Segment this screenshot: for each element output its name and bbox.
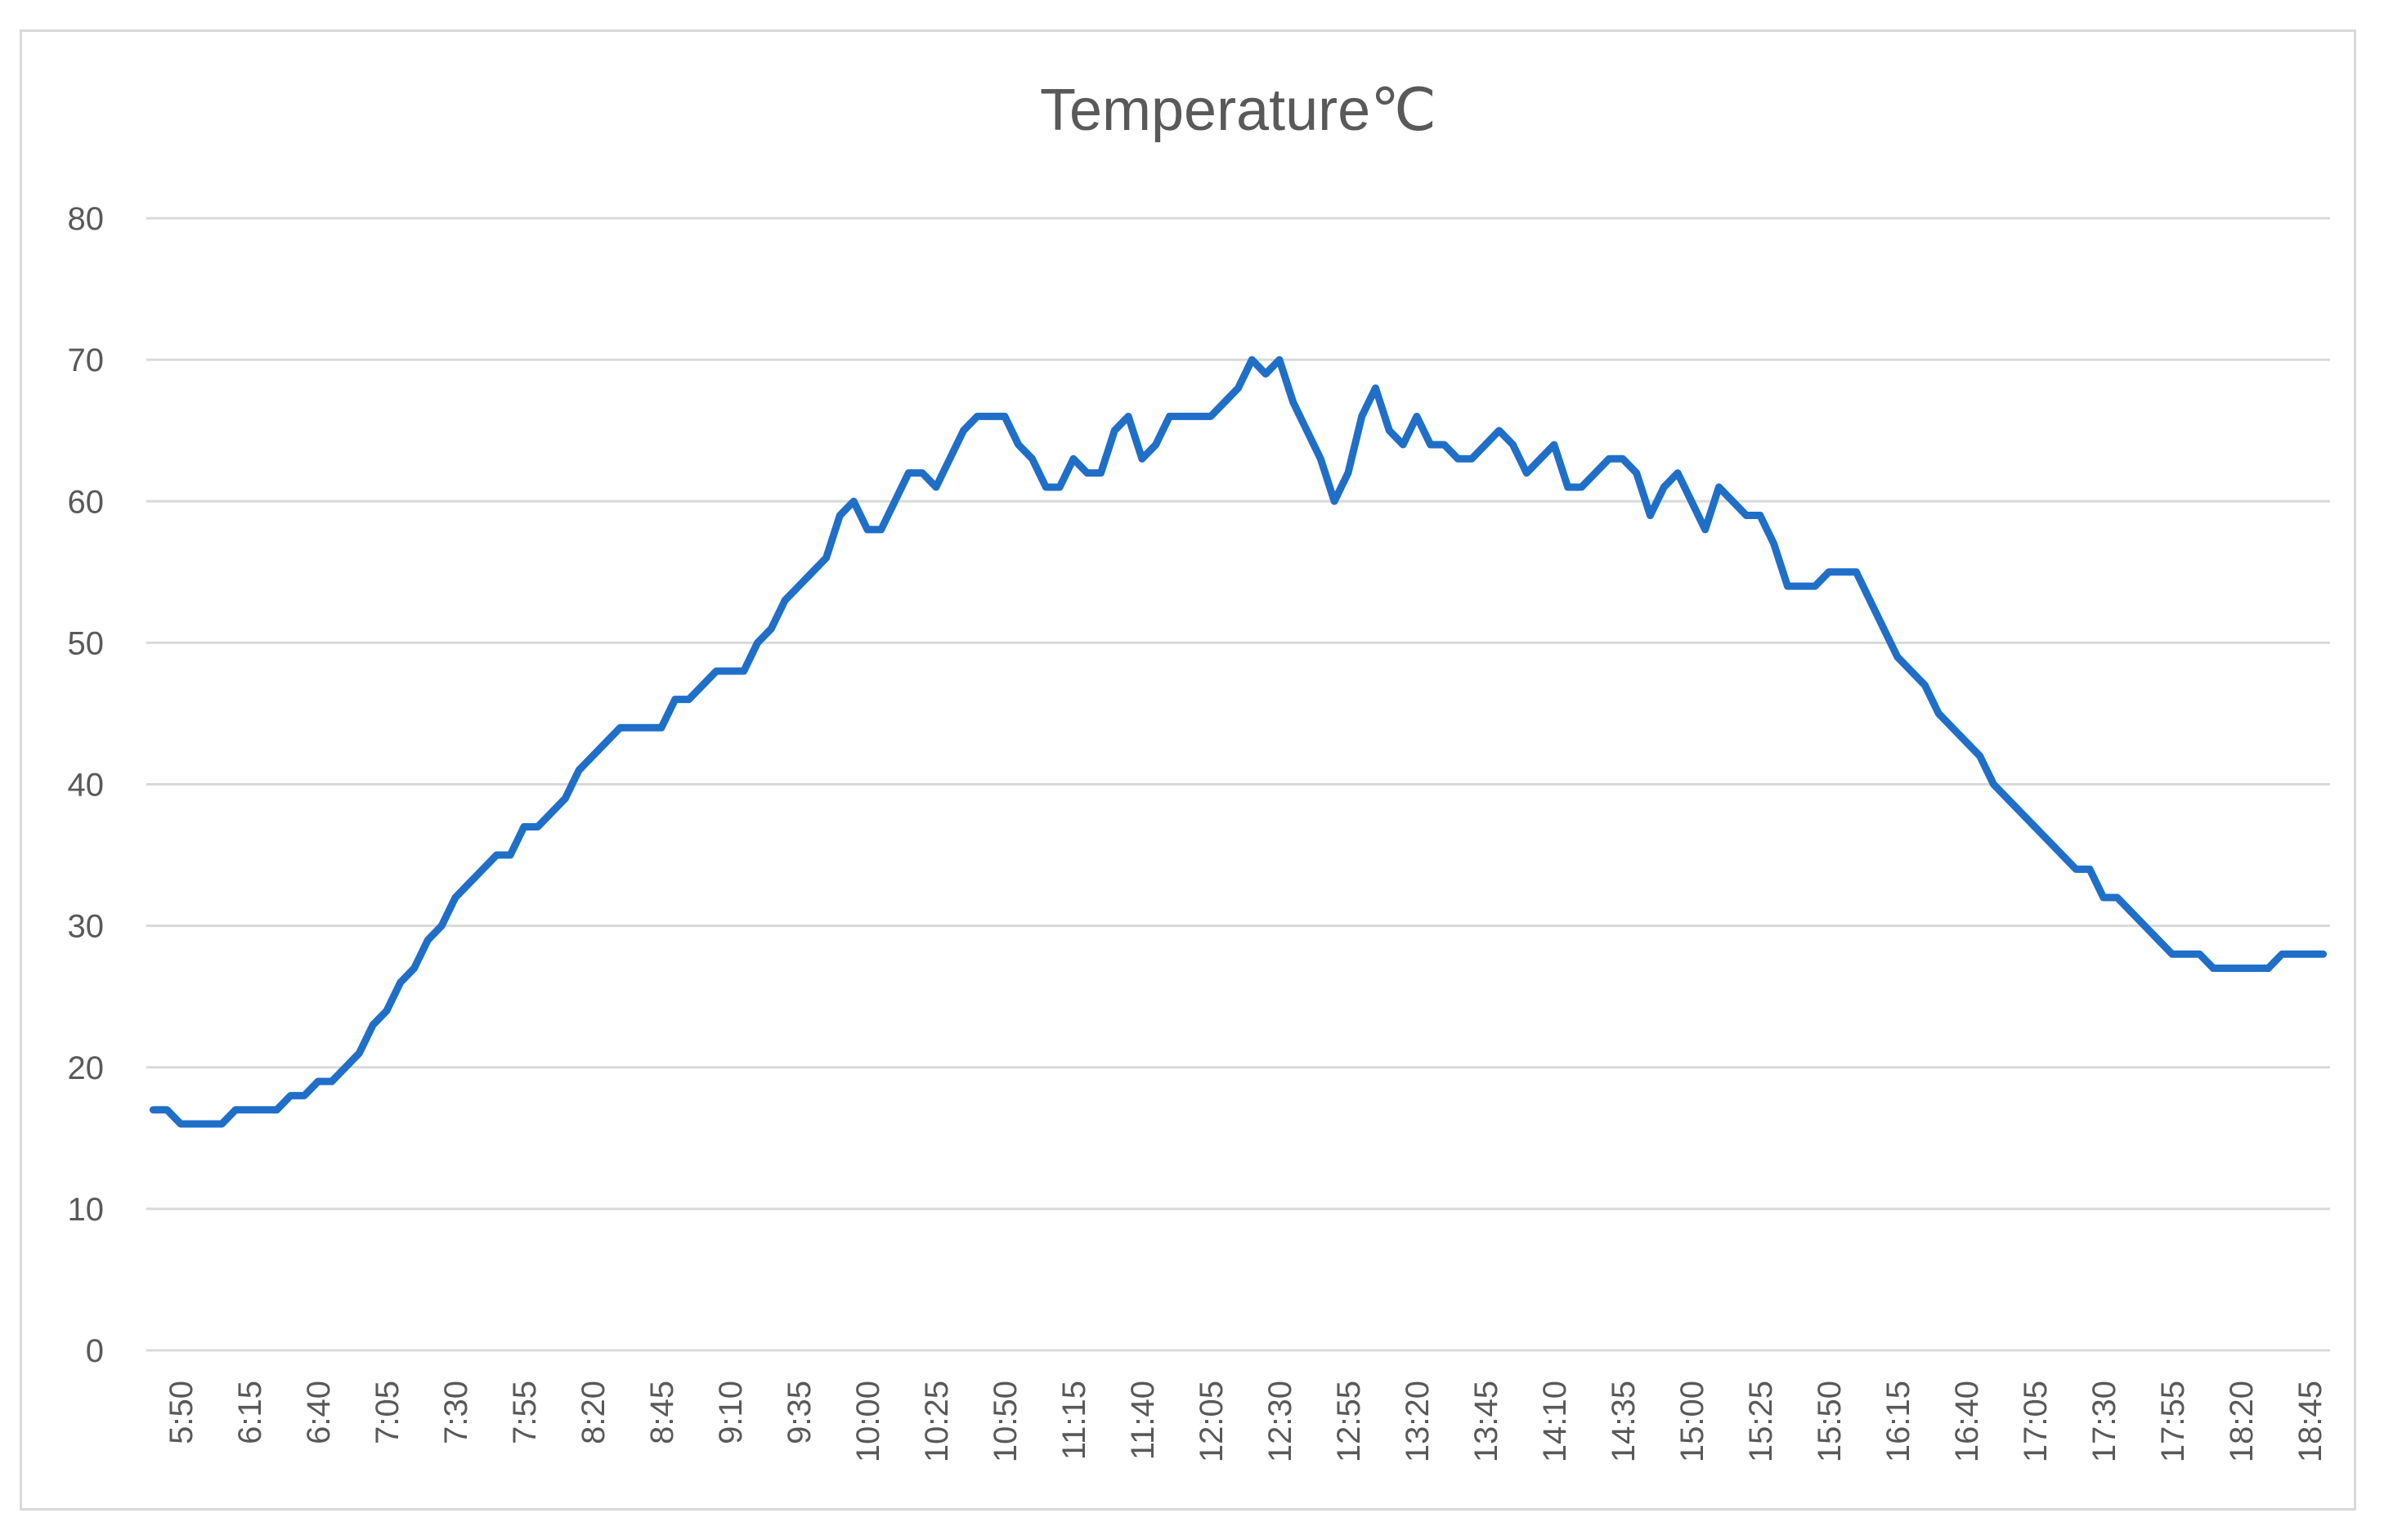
x-tick-label: 6:40 bbox=[301, 1381, 337, 1444]
x-tick-label: 18:20 bbox=[2224, 1381, 2260, 1462]
chart-frame: Temperature℃ 0 10 20 30 40 50 60 70 80 5:50 6:15 6… bbox=[20, 29, 2356, 1511]
x-tick-label: 14:35 bbox=[1606, 1381, 1642, 1462]
x-tick-label: 5:50 bbox=[164, 1381, 199, 1444]
x-tick-label: 16:40 bbox=[1949, 1381, 1985, 1462]
line-chart: Temperature℃ 0 10 20 30 40 50 60 70 80 5:50 6:15 6… bbox=[68, 78, 2330, 1462]
y-tick-label: 80 bbox=[68, 201, 105, 237]
y-tick-label: 20 bbox=[68, 1050, 105, 1086]
x-tick-label: 14:10 bbox=[1537, 1381, 1573, 1462]
y-tick-label: 70 bbox=[68, 342, 105, 378]
y-tick-label: 0 bbox=[86, 1333, 104, 1369]
y-axis-ticks: 0 10 20 30 40 50 60 70 80 bbox=[68, 201, 105, 1369]
x-tick-label: 16:15 bbox=[1880, 1381, 1916, 1462]
series-layer bbox=[149, 356, 2328, 1128]
y-tick-label: 30 bbox=[68, 909, 105, 945]
x-tick-label: 7:05 bbox=[370, 1381, 406, 1444]
x-tick-label: 8:20 bbox=[576, 1381, 612, 1444]
x-tick-label: 11:40 bbox=[1125, 1381, 1161, 1460]
x-tick-label: 18:45 bbox=[2292, 1381, 2328, 1462]
x-tick-label: 8:45 bbox=[644, 1381, 680, 1444]
x-tick-label: 7:30 bbox=[438, 1381, 474, 1444]
y-tick-label: 40 bbox=[68, 768, 105, 804]
x-tick-label: 17:05 bbox=[2018, 1381, 2054, 1462]
x-tick-label: 10:50 bbox=[988, 1381, 1024, 1462]
x-tick-label: 10:00 bbox=[850, 1381, 886, 1462]
x-tick-label: 15:00 bbox=[1674, 1381, 1710, 1462]
x-tick-label: 12:30 bbox=[1262, 1381, 1298, 1462]
x-tick-label: 11:15 bbox=[1056, 1381, 1092, 1460]
x-tick-label: 15:25 bbox=[1743, 1381, 1779, 1462]
x-tick-label: 13:45 bbox=[1468, 1381, 1504, 1462]
x-tick-label: 17:30 bbox=[2086, 1381, 2122, 1462]
y-tick-label: 50 bbox=[68, 625, 105, 661]
x-tick-label: 17:55 bbox=[2155, 1381, 2191, 1462]
x-tick-label: 9:35 bbox=[782, 1381, 818, 1444]
x-tick-label: 12:05 bbox=[1194, 1381, 1230, 1462]
y-tick-label: 60 bbox=[68, 484, 105, 520]
series-line-temperature bbox=[149, 356, 2328, 1128]
x-axis-ticks: 5:50 6:15 6:40 7:05 7:30 7:55 8:20 8:45 9:10 9:35… bbox=[164, 1381, 2328, 1462]
x-tick-label: 6:15 bbox=[232, 1381, 268, 1444]
x-tick-label: 7:55 bbox=[507, 1381, 543, 1444]
chart-title: Temperature℃ bbox=[1040, 78, 1436, 143]
x-tick-label: 9:10 bbox=[713, 1381, 749, 1444]
x-tick-label: 12:55 bbox=[1331, 1381, 1367, 1462]
x-tick-label: 10:25 bbox=[919, 1381, 955, 1462]
gridlines bbox=[146, 217, 2330, 1352]
x-tick-label: 13:20 bbox=[1400, 1381, 1436, 1462]
x-tick-label: 15:50 bbox=[1812, 1381, 1848, 1462]
y-tick-label: 10 bbox=[68, 1192, 105, 1228]
